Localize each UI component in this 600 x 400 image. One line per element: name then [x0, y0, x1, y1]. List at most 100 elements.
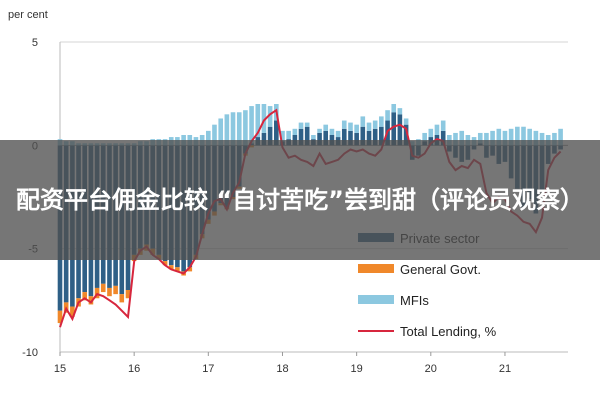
- bar-segment: [360, 126, 366, 146]
- bar-segment: [274, 120, 279, 146]
- y-tick-label: -10: [22, 347, 38, 359]
- overlay-banner: 配资平台佣金比较 “自讨苦吃”尝到甜（评论员观察）: [0, 140, 600, 260]
- bar-segment: [428, 128, 434, 138]
- bar-segment: [224, 114, 230, 146]
- bar-segment: [527, 128, 532, 146]
- bar-segment: [539, 132, 545, 146]
- bar-segment: [175, 267, 180, 272]
- bar-segment: [107, 287, 112, 297]
- bar-segment: [521, 126, 526, 146]
- bar-segment: [440, 130, 446, 146]
- bar-segment: [403, 124, 409, 146]
- bar-segment: [323, 124, 329, 131]
- bar-segment: [280, 130, 285, 142]
- x-tick-label: 17: [202, 363, 214, 375]
- bar-segment: [323, 130, 329, 146]
- bar-segment: [552, 132, 557, 146]
- bar-segment: [298, 122, 304, 129]
- overlay-caption: 配资平台佣金比较 “自讨苦吃”尝到甜（评论员观察）: [16, 186, 584, 214]
- bar-segment: [453, 132, 458, 146]
- bar-segment: [403, 118, 409, 125]
- bar-segment: [440, 120, 446, 131]
- legend-label: General Govt.: [400, 262, 481, 277]
- bar-segment: [286, 130, 291, 140]
- x-tick-label: 15: [54, 363, 66, 375]
- bar-segment: [206, 130, 211, 146]
- bar-segment: [304, 126, 310, 146]
- bar-segment: [354, 132, 359, 146]
- bar-segment: [341, 120, 347, 129]
- x-tick-label: 19: [351, 363, 363, 375]
- bar-segment: [484, 132, 489, 146]
- bar-segment: [348, 122, 353, 131]
- bar-segment: [57, 310, 63, 324]
- bar-segment: [490, 130, 495, 146]
- x-tick-label: 21: [499, 363, 511, 375]
- bar-segment: [311, 135, 316, 140]
- bar-segment: [508, 128, 514, 146]
- bar-segment: [125, 290, 131, 299]
- bar-segment: [379, 126, 384, 146]
- bar-segment: [496, 128, 502, 146]
- bar-segment: [422, 132, 427, 142]
- bar-segment: [335, 130, 341, 138]
- bar-segment: [397, 108, 403, 115]
- legend-swatch: [358, 295, 394, 304]
- bar-segment: [292, 128, 298, 135]
- bar-segment: [162, 261, 168, 266]
- x-tick-labels: 15 16 17 18 19 20 21: [54, 352, 511, 375]
- bar-segment: [391, 104, 397, 113]
- bar-segment: [261, 132, 267, 146]
- legend-label: MFIs: [400, 293, 429, 308]
- bar-segment: [255, 104, 261, 138]
- x-tick-label: 20: [425, 363, 437, 375]
- bar-segment: [236, 112, 242, 146]
- bar-segment: [360, 116, 366, 127]
- bar-segment: [502, 130, 508, 146]
- bar-segment: [82, 292, 88, 301]
- bar-segment: [230, 112, 236, 146]
- y-axis-label: per cent: [8, 9, 48, 21]
- x-tick-label: 18: [276, 363, 288, 375]
- bar-segment: [379, 116, 384, 127]
- bar-segment: [341, 128, 347, 146]
- bar-segment: [354, 124, 359, 133]
- legend-swatch: [358, 264, 394, 273]
- bar-segment: [249, 106, 254, 144]
- bar-segment: [348, 130, 353, 146]
- bar-segment: [397, 114, 403, 146]
- x-tick-label: 16: [128, 363, 140, 375]
- bar-segment: [212, 124, 217, 146]
- bar-segment: [329, 128, 335, 135]
- bar-segment: [243, 110, 248, 146]
- bar-segment: [298, 128, 304, 146]
- bar-segment: [459, 130, 465, 146]
- bar-segment: [515, 126, 520, 146]
- y-tick-label: 5: [32, 37, 38, 49]
- bar-segment: [119, 294, 125, 303]
- bar-segment: [558, 128, 563, 146]
- bar-segment: [385, 110, 390, 121]
- bar-segment: [304, 122, 310, 127]
- bar-segment: [100, 283, 106, 293]
- bar-segment: [533, 130, 539, 146]
- legend-label: Total Lending, %: [400, 324, 497, 339]
- bar-segment: [317, 132, 322, 146]
- bar-segment: [267, 106, 273, 127]
- bar-segment: [168, 265, 174, 270]
- bar-segment: [113, 285, 118, 295]
- bar-segment: [434, 124, 440, 135]
- bar-segment: [366, 130, 372, 146]
- bar-segment: [70, 306, 75, 317]
- bar-segment: [372, 128, 378, 146]
- bar-segment: [317, 128, 322, 133]
- bar-segment: [218, 118, 224, 146]
- bar-segment: [267, 126, 273, 146]
- bar-segment: [88, 296, 94, 305]
- bar-segment: [261, 104, 267, 133]
- bar-segment: [366, 122, 372, 131]
- bar-segment: [187, 267, 193, 272]
- bar-segment: [372, 120, 378, 129]
- bar-segment: [391, 112, 397, 146]
- bar-segment: [477, 132, 483, 144]
